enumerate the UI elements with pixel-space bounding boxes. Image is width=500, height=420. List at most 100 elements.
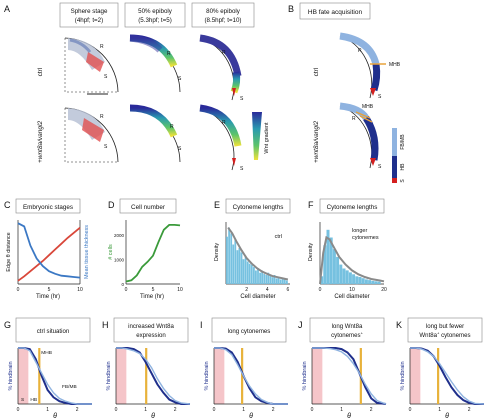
panel-b-letter: B xyxy=(288,4,294,14)
histogram-bar xyxy=(361,278,365,284)
xlabel: θ xyxy=(347,413,351,420)
b-embryo-wnt: MHB R S xyxy=(339,102,382,170)
panel-letter: K xyxy=(396,320,402,330)
histogram-bar xyxy=(275,278,278,284)
histogram-bar xyxy=(368,280,372,284)
d-x-tick-label: 10 xyxy=(177,287,183,293)
annotation-hb: HB xyxy=(30,397,37,403)
panel-e-title: Cytoneme lengths xyxy=(233,204,284,211)
superscript: + xyxy=(437,331,440,336)
histogram-bar xyxy=(279,279,282,284)
panel-title-line2: cytonemes+ xyxy=(331,331,363,340)
x-tick-label: 2 xyxy=(245,287,248,293)
hindbrain-series-line xyxy=(116,347,191,405)
x-tick-label: 6 xyxy=(287,287,290,293)
histogram-bar xyxy=(265,275,268,284)
histogram-bar xyxy=(267,272,270,284)
e-xlabel: Cell diameter xyxy=(240,294,275,300)
histogram-bar xyxy=(248,263,251,284)
f-tag-line1: longer xyxy=(352,228,367,234)
wnt-gradient-bar: Wnt gradient xyxy=(252,112,270,160)
superscript: + xyxy=(361,331,364,336)
histogram-bar xyxy=(326,229,330,285)
panel-letter: J xyxy=(298,320,303,330)
row-label-wnt8a: +wnt8a/vangl2 xyxy=(37,121,44,163)
d-series-line xyxy=(125,224,181,283)
panel-title-box xyxy=(309,317,385,343)
panel-f-title: Cytoneme lengths xyxy=(327,204,378,211)
panel-title-line1: increased Wnt8a xyxy=(128,323,174,330)
panel-c-title-box: Embryonic stages xyxy=(15,198,81,214)
hindbrain-series-line xyxy=(18,347,92,405)
fit-curve xyxy=(227,227,289,281)
d-y-tick-label: 0 xyxy=(121,282,124,287)
marker-r: R xyxy=(222,120,226,126)
panel-title: long cytonemes xyxy=(228,328,271,335)
c-series-line xyxy=(17,222,81,279)
panel-title-box xyxy=(15,317,91,343)
column-header-line2: (8.5hpf; t=10) xyxy=(205,17,242,24)
panel-e-chart: 2 4 6 xyxy=(225,222,290,293)
hindbrain-series-line xyxy=(312,347,387,405)
hindbrain-series-line xyxy=(18,347,92,405)
x-tick-label: 1 xyxy=(438,407,441,413)
histogram-bar xyxy=(257,268,259,284)
panel-title: ctrl situation xyxy=(37,328,70,335)
ylabel: % hindbrain xyxy=(204,361,210,390)
column-header-line1: 50% epiboly xyxy=(138,8,173,15)
x-tick-label: 0 xyxy=(409,407,412,413)
c-series-line xyxy=(17,227,81,282)
histogram-bar xyxy=(242,259,245,284)
c-x-tick-label: 5 xyxy=(48,287,51,293)
marker-s: S xyxy=(104,74,108,80)
panel-f-chart: 0 10 20 xyxy=(319,222,387,293)
panel-c-chart: 0 5 10 xyxy=(17,220,83,293)
x-tick-label: 1 xyxy=(340,407,343,413)
panel-letter: G xyxy=(4,320,11,330)
legend-label-fbmb: FB/MB xyxy=(400,134,406,150)
c-x-tick-label: 0 xyxy=(17,287,20,293)
xlabel: θ xyxy=(53,413,57,420)
x-tick-label: 1 xyxy=(242,407,245,413)
row-label-ctrl: ctrl xyxy=(37,67,44,76)
histogram-bar xyxy=(230,233,233,284)
histogram-bar xyxy=(374,281,378,284)
d-x-tick-label: 5 xyxy=(152,287,155,293)
title-rest: cytonemes xyxy=(439,332,470,339)
legend-swatch-s xyxy=(392,178,397,183)
histogram-bar xyxy=(236,250,239,284)
histogram-bar xyxy=(286,280,288,284)
panel-b-title-box: HB fate acquisition xyxy=(299,2,371,20)
x-tick-label: 0 xyxy=(311,407,314,413)
hindbrain-series-line xyxy=(312,347,387,405)
panel-d-title-box: Cell number xyxy=(119,198,177,214)
marker-r: R xyxy=(170,124,174,130)
histogram-bar xyxy=(246,261,249,284)
f-ylabel: Density xyxy=(308,243,314,262)
histogram-bar xyxy=(240,252,243,284)
panel-d-title: Cell number xyxy=(131,204,165,211)
column-header-line1: 80% epiboly xyxy=(206,8,241,15)
e-tag: ctrl xyxy=(275,234,282,240)
gradient-label: Wnt gradient xyxy=(264,122,270,154)
marker-r: R xyxy=(100,114,104,120)
legend-label-s: S xyxy=(400,179,406,183)
d-y-tick-label: 1000 xyxy=(114,257,125,262)
d-y-tick-label: 2000 xyxy=(114,233,125,238)
panel-e-letter: E xyxy=(214,200,220,210)
c-ylabel-right: Mean tissue thickness xyxy=(84,225,90,279)
c-x-tick-label: 10 xyxy=(77,287,83,293)
panel-title-box xyxy=(113,317,189,343)
annotation-fbmb: FB/MB xyxy=(62,384,77,390)
x-tick-label: 2 xyxy=(468,407,471,413)
histogram-bar xyxy=(271,277,274,284)
ylabel: % hindbrain xyxy=(8,361,14,390)
histogram-bar xyxy=(377,281,381,284)
histogram-bar xyxy=(226,236,228,284)
